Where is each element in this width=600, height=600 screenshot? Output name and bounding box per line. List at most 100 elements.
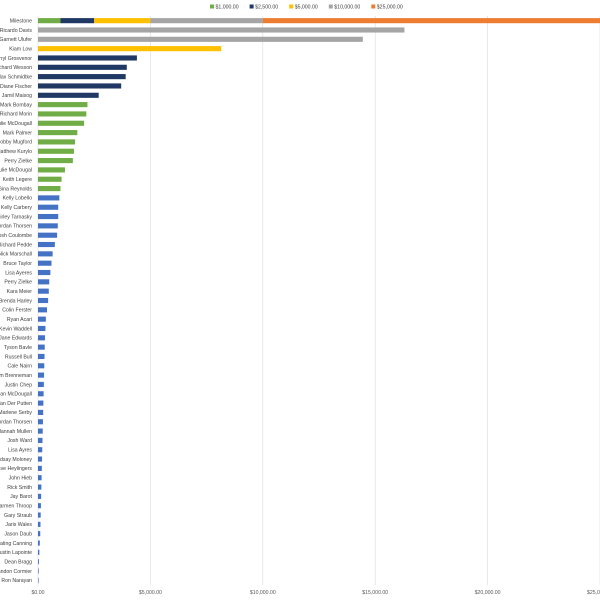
bar xyxy=(38,130,78,136)
category-label: Gina Reynolds xyxy=(0,186,32,192)
bar xyxy=(38,316,46,322)
milestone-segment xyxy=(60,18,95,24)
category-label: Perry Zielke xyxy=(4,280,32,286)
bar xyxy=(38,279,50,285)
bar xyxy=(38,223,58,229)
bar xyxy=(38,74,126,80)
bar xyxy=(38,503,41,509)
category-label: Hannah Mullen xyxy=(0,429,32,435)
legend-swatch xyxy=(328,4,333,9)
bar xyxy=(38,391,44,397)
category-label: Jamil Maisog xyxy=(2,93,32,99)
milestone-segment xyxy=(94,18,151,24)
legend-swatch xyxy=(289,4,294,9)
category-label: Julie McDougall xyxy=(0,121,32,127)
bar xyxy=(38,344,45,350)
bar xyxy=(38,549,40,555)
legend-swatch xyxy=(249,4,254,9)
bar xyxy=(38,465,42,471)
category-label: Brenda Harley xyxy=(0,298,32,304)
bar xyxy=(38,148,74,154)
category-label: Justin Chep xyxy=(5,382,33,388)
bar xyxy=(38,204,59,210)
bar xyxy=(38,363,45,369)
category-label: Gary Straub xyxy=(4,513,32,519)
bar xyxy=(38,521,41,527)
category-label: Julie McDougal xyxy=(0,168,32,174)
bar xyxy=(38,484,42,490)
category-label: Cale Nairn xyxy=(7,364,32,370)
bar xyxy=(38,111,87,117)
bar xyxy=(38,232,58,238)
bar xyxy=(38,353,45,360)
bar xyxy=(38,456,43,462)
x-tick-label: $25,000.00 xyxy=(587,590,600,596)
x-tick-label: $15,000.00 xyxy=(362,590,388,596)
legend-label: $2,500.00 xyxy=(255,5,278,11)
x-tick-label: $10,000.00 xyxy=(250,590,276,596)
category-label: Mark Bombay xyxy=(0,102,32,108)
legend-label: $5,000.00 xyxy=(295,5,318,11)
bar xyxy=(38,475,42,481)
category-label: Perry Zielke xyxy=(4,158,32,164)
legend: $1,000.00 $2,500.00 $5,000.00 $10,000.00 $25… xyxy=(210,4,403,11)
bar xyxy=(38,55,137,61)
category-label: Ryan Acari xyxy=(7,317,32,323)
bar xyxy=(38,409,44,415)
category-label: Brandon Cormier xyxy=(0,569,32,575)
bar xyxy=(38,577,39,583)
category-label: Jaris Wales xyxy=(5,522,32,528)
category-label: Garnett Ulufer xyxy=(0,37,32,43)
category-label: Marlene Serby xyxy=(0,410,32,416)
bars xyxy=(38,18,600,583)
bar xyxy=(38,195,60,201)
category-label: Darryl Grosvenor xyxy=(0,56,32,62)
bar xyxy=(38,186,61,192)
category-label: Kevin Waddell xyxy=(0,326,32,332)
bar xyxy=(38,176,62,182)
category-label: Jane Edwards xyxy=(0,336,32,342)
legend-label: $1,000.00 xyxy=(216,5,239,11)
bar xyxy=(38,381,44,388)
bar xyxy=(38,325,46,332)
category-label: Lisa Ayeres xyxy=(5,270,32,276)
bar xyxy=(38,241,55,248)
category-label: Shirley Tarnasky xyxy=(0,214,32,220)
category-label: Josh Coulombe xyxy=(0,233,32,239)
bar xyxy=(38,437,43,443)
category-label: Kara Meier xyxy=(7,289,33,295)
bar xyxy=(38,158,73,164)
x-axis-ticks: $0.00 $5,000.00 $10,000.00 $15,000.00 $20,00… xyxy=(32,590,600,596)
bar xyxy=(38,46,222,52)
category-label: Colin Ferster xyxy=(2,308,32,314)
category-label: Jason Daub xyxy=(4,531,32,537)
category-label: Justin Lapointe xyxy=(0,550,32,556)
legend-label: $10,000.00 xyxy=(334,5,360,11)
category-label: Bruce Taylor xyxy=(3,261,32,267)
bar xyxy=(38,540,40,546)
category-label: Max Schmidtke xyxy=(0,74,32,80)
category-label: John Hieb xyxy=(9,476,32,482)
category-label: Lisa Ayres xyxy=(8,448,32,454)
legend-swatch xyxy=(210,4,214,9)
category-label: Dave Heylingers xyxy=(0,466,32,472)
category-label: Kelly Lobello xyxy=(3,196,33,202)
milestone-segment xyxy=(262,18,600,24)
category-label: Russell Bull xyxy=(5,354,32,360)
category-label: Kim Van Der Putten xyxy=(0,401,32,407)
bar xyxy=(38,269,51,276)
bar xyxy=(38,419,43,425)
x-tick-label: $0.00 xyxy=(32,590,45,596)
category-label: Jordan Thorsen xyxy=(0,420,32,426)
gridlines xyxy=(37,16,600,585)
category-labels: Milestone Ricardo Davis Garnett Ulufer Kiam… xyxy=(0,18,33,584)
category-label: Richard Wesson xyxy=(0,65,32,71)
bar xyxy=(38,260,52,266)
category-label: Ricardo Davis xyxy=(0,28,32,34)
bar xyxy=(38,372,45,378)
bar xyxy=(38,307,47,313)
x-tick-label: $20,000.00 xyxy=(475,590,501,596)
category-label: Richard Morin xyxy=(0,112,32,118)
category-label: Carmen Throop xyxy=(0,504,32,510)
